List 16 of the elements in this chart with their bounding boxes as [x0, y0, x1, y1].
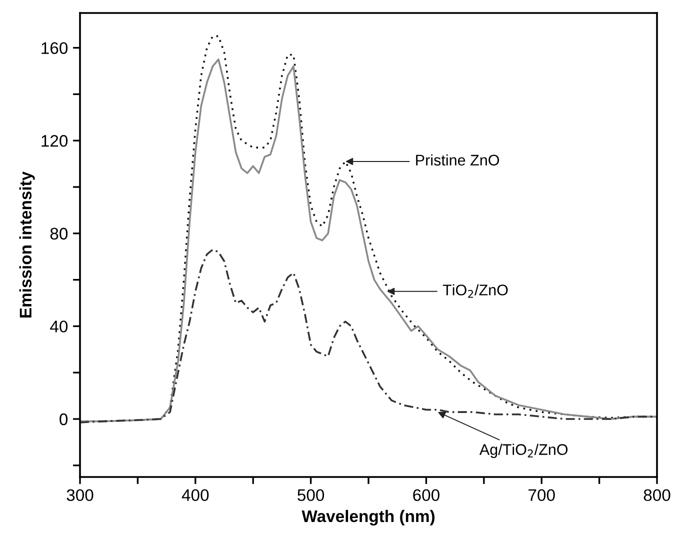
- y-tick-label: 80: [50, 228, 68, 240]
- x-tick-label: 800: [644, 489, 670, 502]
- x-tick-label: 400: [182, 489, 209, 502]
- y-axis-title: Emission intensity: [19, 171, 35, 318]
- x-tick-label: 700: [528, 489, 555, 502]
- annotation: Ag/TiO$_{2}$/ZnO: [479, 444, 568, 458]
- annotation: TiO$_{2}$/ZnO: [442, 284, 508, 298]
- x-axis-title: Wavelength (nm): [302, 510, 434, 526]
- x-tick-label: 600: [413, 489, 440, 502]
- annotation: Pristine ZnO: [416, 154, 500, 166]
- y-tick-label: 40: [50, 320, 68, 332]
- x-tick-label: 500: [298, 489, 324, 502]
- y-tick-label: 120: [42, 135, 68, 147]
- x-tick-label: 300: [66, 489, 94, 502]
- y-tick-label: 160: [42, 42, 68, 54]
- y-tick-label: 0: [60, 413, 68, 426]
